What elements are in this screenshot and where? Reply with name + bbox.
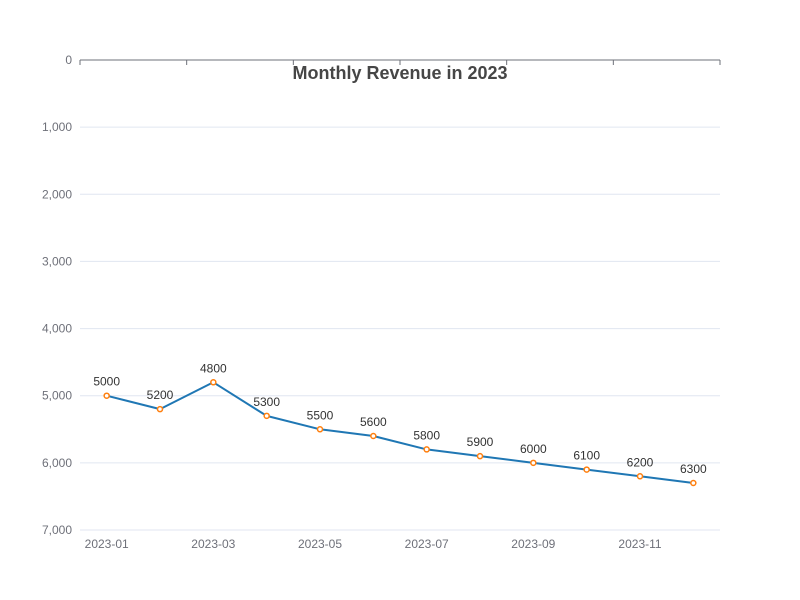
series-layer bbox=[103, 379, 697, 487]
data-label: 5200 bbox=[147, 388, 174, 402]
x-tick-label: 2023-11 bbox=[618, 537, 661, 551]
data-label: 6200 bbox=[627, 455, 654, 469]
data-point bbox=[263, 412, 270, 420]
data-label: 5900 bbox=[467, 435, 494, 449]
data-label: 6300 bbox=[680, 462, 707, 476]
y-tick-label: 0 bbox=[65, 53, 72, 67]
tick-layer: 0 1,000 2,000 3,000 4,000 5,000 6,000 7,000 2023… bbox=[42, 53, 721, 551]
chart-title: Monthly Revenue in 2023 bbox=[292, 63, 507, 83]
y-tick-label: 4,000 bbox=[42, 322, 72, 336]
data-point bbox=[103, 392, 110, 399]
x-tick-label: 2023-09 bbox=[511, 537, 555, 551]
data-point bbox=[636, 473, 644, 480]
y-tick-label: 5,000 bbox=[42, 389, 72, 403]
y-tick-label: 3,000 bbox=[42, 254, 72, 268]
x-tick-label: 2023-07 bbox=[405, 537, 449, 551]
data-point bbox=[316, 426, 324, 433]
grid-layer bbox=[80, 126, 720, 531]
data-point bbox=[530, 459, 537, 467]
data-point bbox=[423, 446, 430, 453]
data-label: 5600 bbox=[360, 415, 387, 429]
x-tick-label: 2023-03 bbox=[191, 537, 235, 551]
data-label: 5000 bbox=[93, 375, 120, 389]
y-tick-label: 7,000 bbox=[42, 523, 72, 537]
x-tick-label: 2023-01 bbox=[85, 537, 129, 551]
data-label-layer: 5000 5200 4800 5300 5500 5600 5800 5900 6000 6100… bbox=[93, 361, 707, 476]
data-point bbox=[156, 405, 164, 413]
data-point bbox=[370, 432, 377, 440]
data-label: 5300 bbox=[253, 395, 280, 409]
data-label: 4800 bbox=[200, 361, 227, 375]
y-tick-label: 1,000 bbox=[42, 120, 72, 134]
data-label: 5800 bbox=[413, 428, 440, 442]
y-tick-label: 6,000 bbox=[42, 456, 72, 470]
series-line bbox=[106, 381, 694, 484]
data-label: 6100 bbox=[573, 449, 600, 463]
x-tick-label: 2023-05 bbox=[298, 537, 342, 551]
data-label: 5500 bbox=[307, 408, 334, 422]
data-label: 6000 bbox=[520, 442, 547, 456]
data-point bbox=[476, 452, 484, 460]
data-point bbox=[690, 479, 697, 487]
data-point bbox=[583, 466, 590, 473]
y-tick-label: 2,000 bbox=[42, 187, 72, 201]
data-point bbox=[210, 379, 217, 386]
